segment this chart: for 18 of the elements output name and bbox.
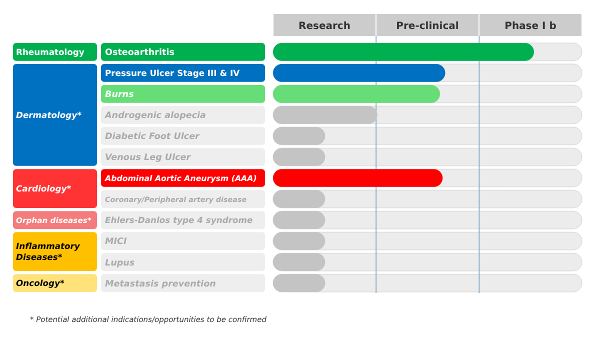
- y-tick-label: Pressure Ulcer Stage III & IV: [105, 68, 240, 78]
- y-tick-label: Metastasis prevention: [105, 279, 216, 290]
- y-tick-label: Lupus: [105, 258, 135, 268]
- text: Rheumatology: [16, 46, 85, 57]
- text: Dermatology*: [16, 110, 82, 120]
- text: Inflammatory Diseases*: [16, 241, 80, 262]
- y-tick-label: Ehlers-Danlos type 4 syndrome: [105, 215, 253, 226]
- y-tick-label: Diabetic Foot Ulcer: [105, 132, 200, 142]
- text: Pre-clinical: [396, 21, 459, 32]
- text: Phase I b: [504, 21, 556, 32]
- text: Research: [298, 21, 350, 32]
- text: Cardiology*: [16, 184, 72, 194]
- y-tick-label: Venous Leg Ulcer: [105, 153, 192, 164]
- y-tick-label: Burns: [105, 90, 134, 100]
- y-tick-label: Androgenic alopecia: [104, 111, 206, 122]
- y-tick-label: MICI: [105, 237, 128, 248]
- text: Oncology*: [16, 278, 65, 288]
- y-tick-label: Osteoarthritis: [105, 48, 174, 58]
